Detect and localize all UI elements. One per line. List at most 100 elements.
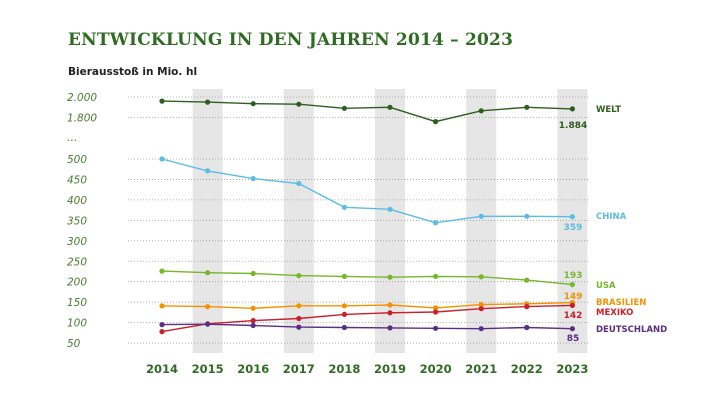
data-point-deutschland-2021: [478, 326, 484, 332]
data-point-deutschland-2018: [341, 324, 347, 331]
series-line-china: [161, 158, 573, 224]
data-point-mexiko-2018: [341, 311, 347, 317]
data-point-mexiko-2017: [296, 315, 302, 322]
x-tick-label-2017: 2017: [283, 362, 315, 376]
data-point-deutschland-2020: [433, 325, 439, 331]
y-tick-label-350: 350: [67, 215, 87, 227]
data-point-usa-2020: [433, 273, 439, 279]
end-value-label-usa: 193: [564, 271, 583, 281]
series-label-mexiko: MEXIKO: [596, 308, 633, 318]
series-line-usa: [161, 270, 573, 286]
x-tick-label-2022: 2022: [511, 362, 543, 376]
series-line-mexiko: [161, 304, 573, 333]
data-point-china-2015: [205, 168, 211, 174]
data-point-welt-2022: [524, 104, 530, 110]
data-point-welt-2016: [250, 101, 256, 107]
data-point-welt-2017: [296, 101, 302, 107]
y-tick-label-450: 450: [67, 174, 87, 186]
data-point-welt-2021: [478, 108, 484, 114]
data-point-china-2021: [478, 213, 484, 219]
data-point-mexiko-2023: [569, 302, 576, 308]
series-label-deutschland: DEUTSCHLAND: [596, 325, 667, 335]
data-point-mexiko-2020: [433, 309, 439, 315]
end-value-label-mexiko: 142: [564, 311, 583, 321]
data-point-china-2019: [387, 206, 393, 212]
year-band-2019: [375, 89, 405, 353]
year-band-2023: [557, 89, 588, 353]
data-point-china-2023: [569, 214, 576, 220]
series-line-brasilien: [161, 301, 573, 310]
data-point-brasilien-2019: [387, 302, 393, 308]
data-point-welt-2023: [569, 106, 576, 112]
series-line-welt: [161, 100, 573, 123]
data-point-brasilien-2015: [205, 304, 211, 310]
data-point-deutschland-2023: [569, 326, 576, 332]
y-tick-label-2000: 2.000: [67, 92, 97, 104]
year-band-2017: [283, 89, 314, 353]
data-point-mexiko-2016: [250, 318, 256, 324]
data-point-mexiko-2014: [159, 329, 165, 335]
data-point-usa-2023: [569, 282, 576, 288]
y-tick-label-1800: 1.800: [67, 113, 97, 125]
data-point-mexiko-2021: [478, 306, 484, 312]
data-point-usa-2015: [205, 270, 211, 276]
data-point-welt-2018: [341, 105, 347, 111]
x-tick-label-2020: 2020: [420, 362, 452, 376]
x-tick-label-2018: 2018: [328, 362, 360, 376]
series-label-welt: WELT: [596, 105, 621, 115]
data-point-brasilien-2021: [478, 302, 484, 308]
y-tick-label-500: 500: [67, 154, 87, 166]
data-point-mexiko-2022: [524, 304, 530, 310]
data-point-usa-2014: [159, 268, 165, 274]
data-point-mexiko-2019: [387, 310, 393, 316]
x-tick-label-2016: 2016: [237, 362, 269, 376]
data-point-welt-2015: [205, 99, 211, 105]
data-point-deutschland-2015: [205, 321, 211, 327]
data-point-deutschland-2019: [387, 325, 393, 331]
y-tick-label-50: 50: [67, 338, 81, 350]
y-tick-label-100: 100: [67, 318, 87, 330]
data-point-brasilien-2017: [296, 303, 302, 309]
y-tick-label-250: 250: [67, 256, 87, 268]
data-point-brasilien-2014: [159, 303, 165, 309]
x-tick-label-2014: 2014: [146, 362, 178, 376]
data-point-brasilien-2020: [433, 305, 439, 311]
y-tick-label-150: 150: [67, 297, 87, 309]
year-band-2015: [192, 89, 223, 353]
data-point-china-2016: [250, 176, 256, 182]
data-point-usa-2021: [478, 274, 484, 280]
end-value-label-welt: 1.884: [559, 121, 587, 131]
year-band-2021: [466, 89, 497, 353]
data-point-brasilien-2016: [250, 305, 256, 311]
data-point-usa-2018: [341, 273, 347, 279]
chart-title: ENTWICKLUNG IN DEN JAHREN 2014 – 2023: [68, 30, 514, 50]
y-tick-label-300: 300: [67, 236, 87, 248]
series-label-usa: USA: [596, 281, 616, 291]
data-point-deutschland-2016: [250, 322, 256, 329]
data-point-deutschland-2017: [296, 324, 302, 330]
end-value-label-deutschland: 85: [567, 334, 580, 344]
y-axis-break-label: …: [67, 132, 78, 144]
data-point-deutschland-2014: [159, 322, 165, 328]
data-point-usa-2019: [387, 274, 393, 280]
data-point-welt-2020: [433, 119, 439, 125]
data-point-china-2020: [433, 220, 439, 226]
end-value-label-china: 359: [564, 223, 583, 233]
data-point-china-2017: [296, 180, 302, 187]
data-point-usa-2017: [296, 273, 302, 279]
y-tick-label-400: 400: [67, 195, 87, 207]
data-point-brasilien-2018: [341, 303, 347, 309]
x-tick-label-2015: 2015: [192, 362, 224, 376]
y-tick-label-200: 200: [67, 277, 87, 289]
data-point-welt-2014: [159, 98, 165, 104]
data-point-china-2018: [341, 204, 347, 210]
data-point-china-2022: [524, 213, 530, 219]
x-tick-label-2023: 2023: [556, 362, 588, 376]
x-tick-label-2021: 2021: [465, 362, 497, 376]
series-label-brasilien: BRASILIEN: [596, 298, 646, 308]
series-line-deutschland: [161, 323, 573, 330]
series-label-china: CHINA: [596, 212, 627, 222]
data-point-usa-2016: [250, 270, 256, 277]
x-tick-label-2019: 2019: [374, 362, 406, 376]
